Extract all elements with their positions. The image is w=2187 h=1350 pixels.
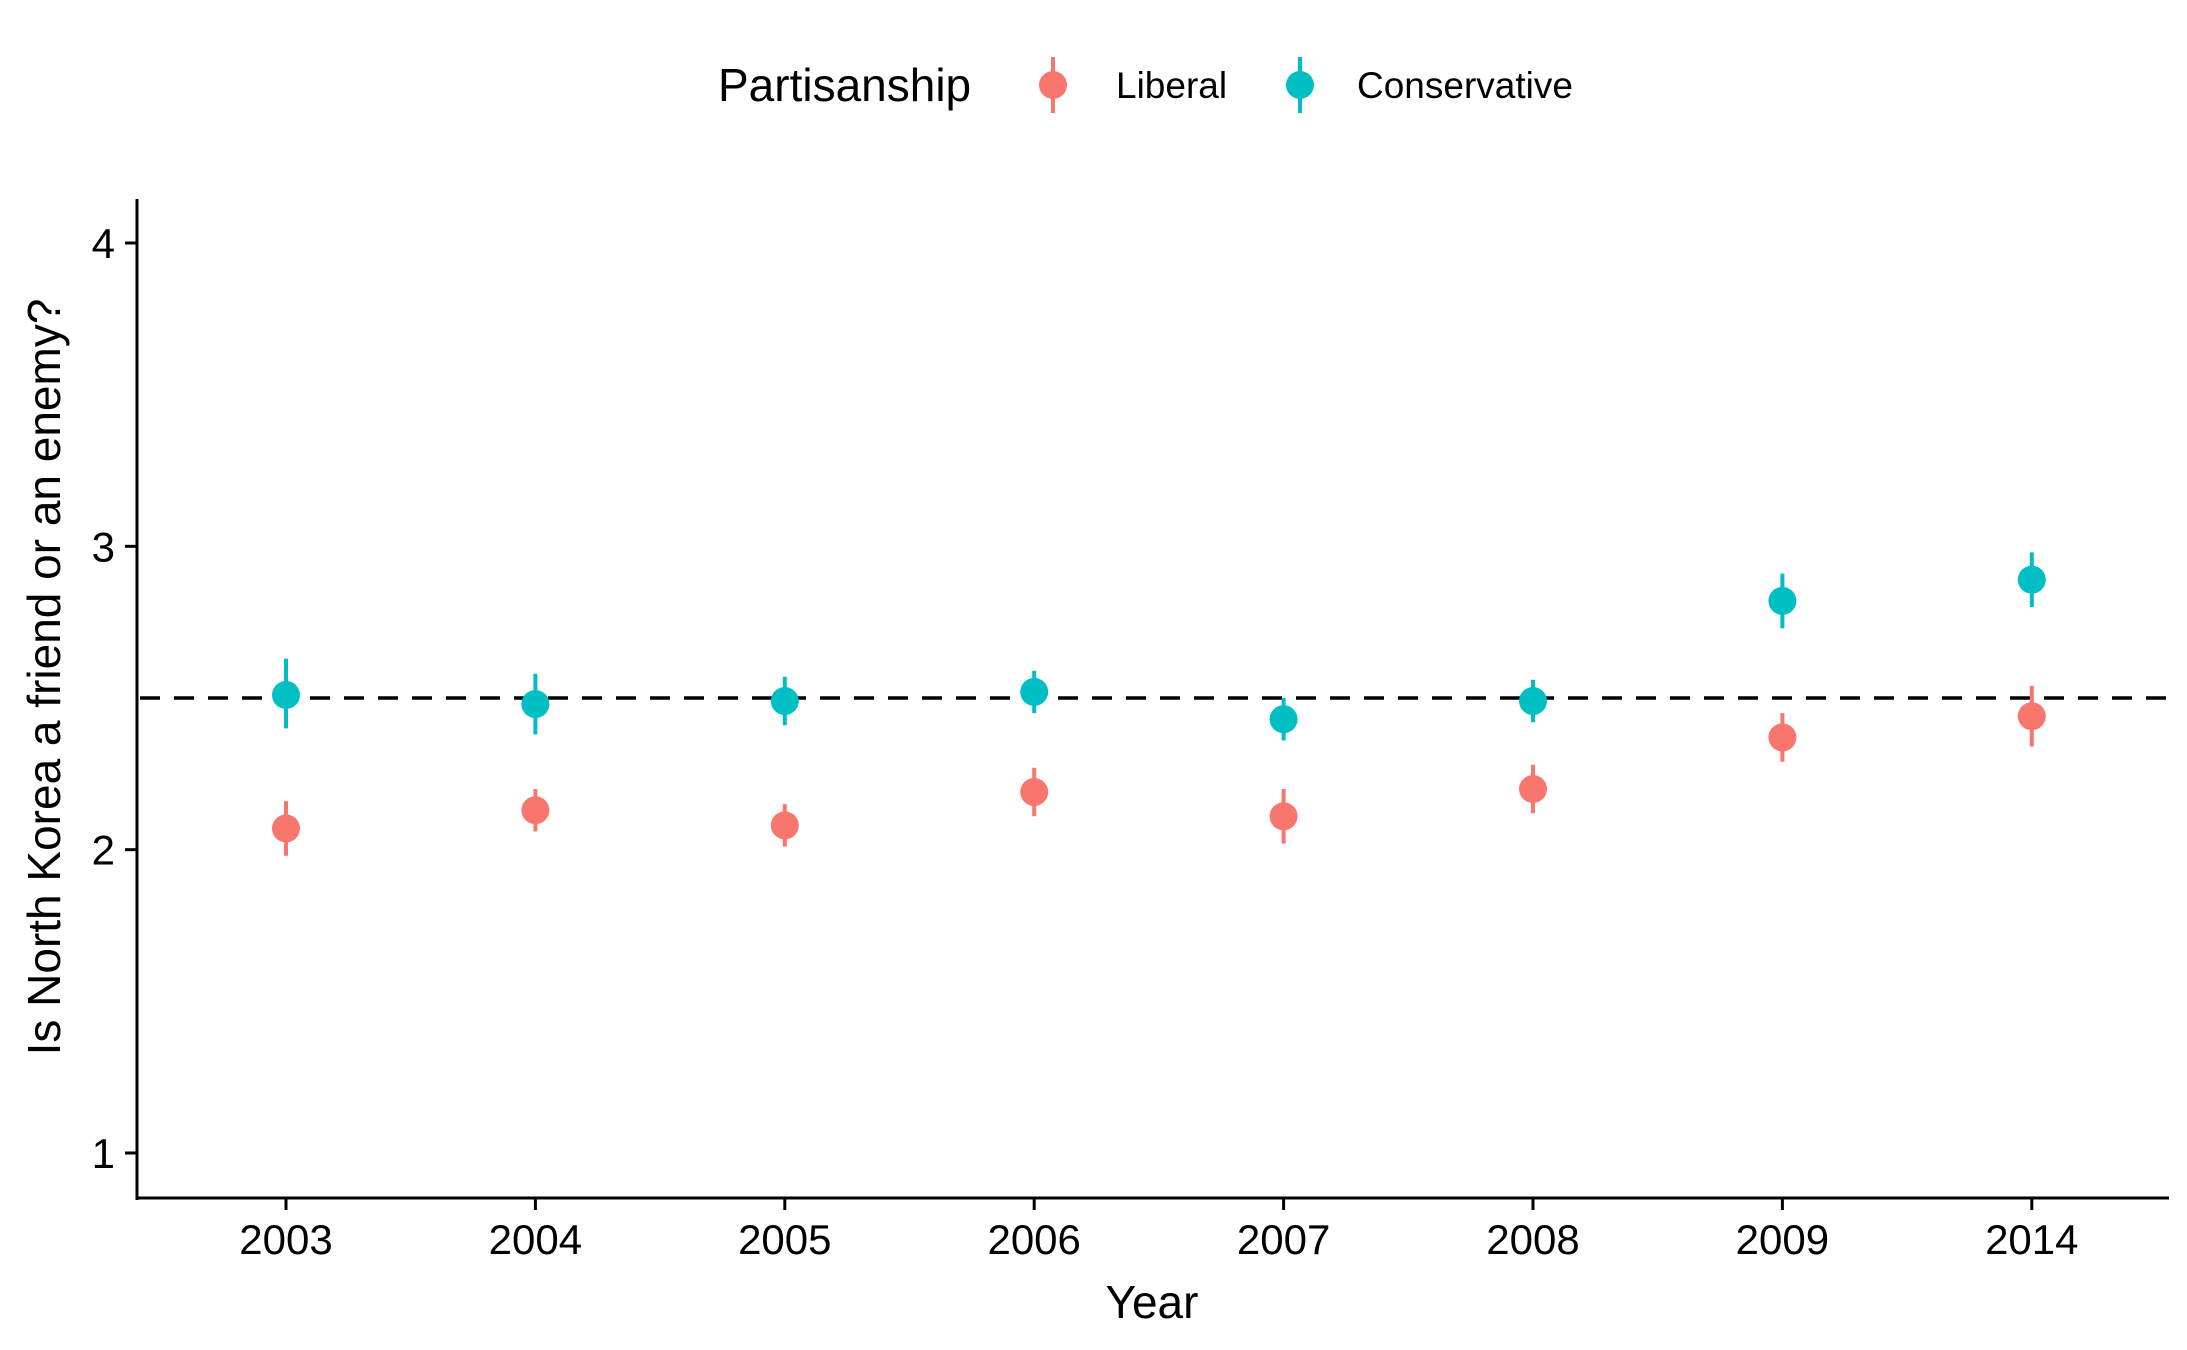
legend: Partisanship Liberal Conservative: [718, 57, 1573, 113]
conservative-point-2005: [770, 687, 799, 716]
liberal-point-2005: [770, 811, 799, 840]
x-tick-label-2003: 2003: [239, 1216, 332, 1263]
liberal-point-2006: [1020, 778, 1049, 807]
y-axis-ticks: 1 2 3 4: [92, 220, 137, 1177]
x-tick-label-2014: 2014: [1985, 1216, 2078, 1263]
conservative-point-2014: [2017, 565, 2046, 594]
legend-label-conservative: Conservative: [1357, 65, 1573, 106]
x-tick-label-2005: 2005: [738, 1216, 831, 1263]
liberal-point-2008: [1519, 775, 1547, 803]
series-liberal: [272, 685, 2046, 856]
series-conservative: [272, 552, 2046, 741]
data-layer: [272, 552, 2046, 856]
x-tick-label-2004: 2004: [489, 1216, 582, 1263]
legend-key-conservative: [1286, 57, 1314, 113]
y-axis-title: Is North Korea a friend or an enemy?: [18, 299, 70, 1056]
legend-key-liberal: [1039, 57, 1067, 113]
x-axis-ticks: 2003 2004 2005 2006 2007 2008 2009 2014: [239, 1198, 2079, 1263]
x-tick-label-2006: 2006: [987, 1216, 1080, 1263]
legend-label-liberal: Liberal: [1116, 65, 1227, 106]
x-axis-title: Year: [1106, 1276, 1199, 1328]
conservative-point-2009: [1768, 586, 1797, 615]
conservative-point-2003: [272, 680, 300, 709]
liberal-point-2009: [1768, 723, 1797, 752]
liberal-point-2014: [2017, 702, 2046, 731]
liberal-point-2003: [272, 814, 300, 843]
x-tick-label-2008: 2008: [1486, 1216, 1579, 1263]
liberal-point-2004: [521, 796, 550, 825]
conservative-point-2008: [1519, 687, 1547, 716]
conservative-point-2007: [1269, 705, 1298, 734]
legend-key-liberal-point: [1039, 71, 1067, 99]
liberal-point-2007: [1269, 802, 1298, 831]
legend-title: Partisanship: [718, 59, 971, 111]
y-tick-label-4: 4: [92, 220, 115, 267]
x-tick-label-2007: 2007: [1237, 1216, 1330, 1263]
y-tick-label-1: 1: [92, 1130, 115, 1177]
legend-key-conservative-point: [1286, 71, 1314, 99]
conservative-point-2004: [521, 690, 550, 719]
y-tick-label-3: 3: [92, 523, 115, 570]
conservative-point-2006: [1020, 677, 1049, 706]
y-tick-label-2: 2: [92, 827, 115, 874]
x-tick-label-2009: 2009: [1736, 1216, 1829, 1263]
